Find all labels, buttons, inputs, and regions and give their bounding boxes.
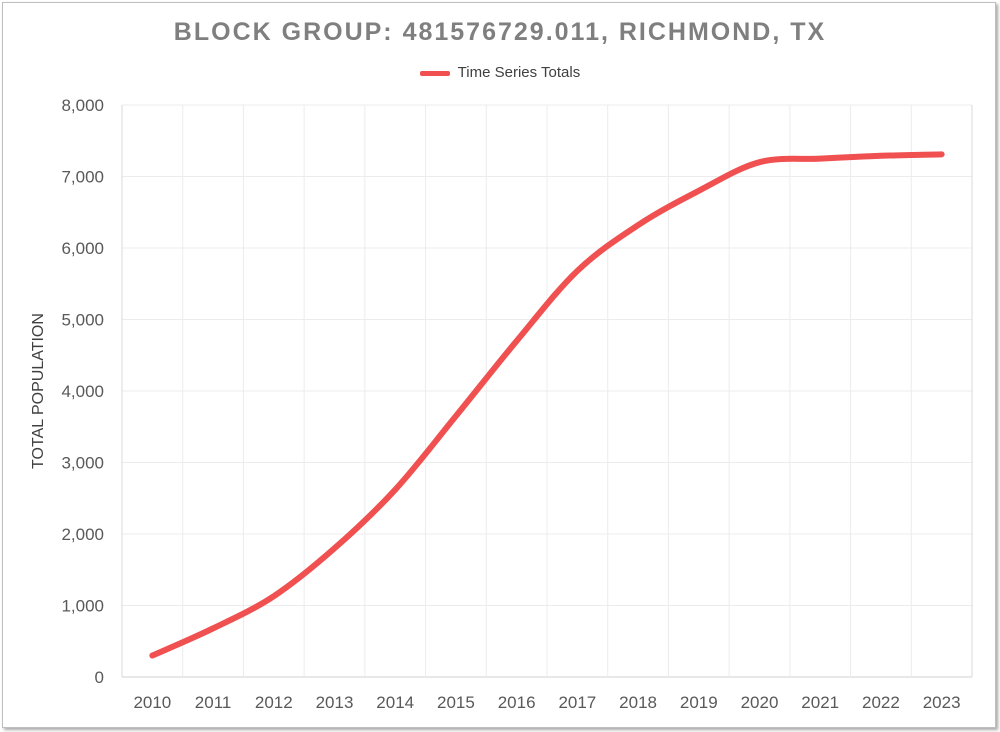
- y-tick-label: 6,000: [61, 239, 104, 258]
- y-tick-label: 4,000: [61, 382, 104, 401]
- x-tick-label: 2010: [133, 693, 171, 712]
- x-tick-label: 2020: [741, 693, 779, 712]
- legend-label: Time Series Totals: [457, 64, 581, 81]
- y-tick-label: 2,000: [61, 525, 104, 544]
- legend: Time Series Totals: [0, 64, 1000, 81]
- y-tick-label: 1,000: [61, 597, 104, 616]
- x-tick-label: 2012: [255, 693, 293, 712]
- x-tick-label: 2016: [498, 693, 536, 712]
- x-tick-label: 2011: [195, 693, 232, 712]
- x-tick-label: 2017: [558, 693, 596, 712]
- y-tick-label: 0: [95, 668, 104, 687]
- y-tick-label: 3,000: [61, 454, 104, 473]
- series-line: [149, 151, 945, 659]
- legend-swatch: [419, 70, 450, 76]
- x-tick-label: 2018: [619, 693, 657, 712]
- y-tick-label: 7,000: [61, 168, 104, 187]
- x-tick-label: 2023: [923, 693, 961, 712]
- x-tick-label: 2015: [437, 693, 475, 712]
- x-tick-label: 2019: [680, 693, 718, 712]
- x-tick-label: 2022: [862, 693, 900, 712]
- y-tick-label: 5,000: [61, 311, 104, 330]
- x-tick-label: 2014: [376, 693, 414, 712]
- x-tick-label: 2021: [801, 693, 839, 712]
- y-tick-label: 8,000: [61, 96, 104, 115]
- chart-title: BLOCK GROUP: 481576729.011, RICHMOND, TX: [173, 18, 827, 46]
- x-tick-label: 2013: [316, 693, 354, 712]
